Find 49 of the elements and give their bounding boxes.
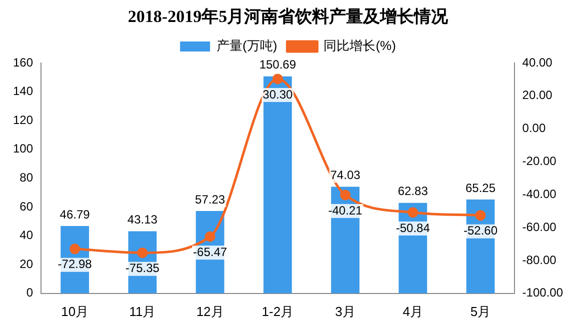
data-label: 62.83 — [398, 184, 428, 198]
y2-tick-label: -20.00 — [522, 154, 557, 168]
y-tick-label: 40 — [20, 228, 34, 242]
data-label: 30.30 — [262, 87, 293, 102]
y2-tick-label: 20.00 — [522, 88, 553, 102]
y2-tick-label: -40.00 — [522, 186, 557, 201]
point — [408, 207, 418, 218]
x-tick-label: 10月 — [61, 304, 89, 319]
bar — [263, 76, 292, 294]
point — [204, 231, 216, 242]
y2-tick-label: 0.00 — [522, 121, 546, 136]
y-tick-label: 100 — [12, 142, 34, 156]
x-tick-label: 12月 — [196, 304, 224, 319]
y-tick-label: 60 — [20, 199, 34, 214]
data-label: -75.35 — [125, 261, 160, 276]
x-tick-label: 1-2月 — [262, 304, 294, 319]
data-label: 74.03 — [330, 168, 361, 182]
x-tick-label: 4月 — [402, 304, 423, 319]
data-label: -40.21 — [328, 203, 363, 218]
point — [272, 74, 283, 84]
point — [70, 244, 80, 254]
data-label: 43.13 — [127, 212, 158, 227]
x-tick-label: 5月 — [470, 304, 491, 319]
y-tick-label: 140 — [12, 84, 34, 98]
data-label: 57.23 — [195, 192, 226, 206]
y2-tick-label: 40.00 — [522, 55, 553, 70]
point — [475, 210, 486, 221]
data-label: -50.84 — [396, 220, 430, 235]
y2-tick-label: -100.00 — [522, 286, 564, 300]
x-tick-label: 11月 — [129, 304, 156, 319]
x-tick-label: 3月 — [335, 304, 356, 319]
y2-tick-label: -80.00 — [522, 252, 557, 267]
y-tick-label: 160 — [12, 55, 34, 70]
data-label: -65.47 — [193, 244, 228, 259]
data-label: 46.79 — [60, 207, 90, 222]
point — [340, 190, 351, 200]
point — [137, 248, 148, 258]
data-label: 150.69 — [259, 58, 296, 72]
y-tick-label: 0 — [26, 286, 34, 300]
data-label: 65.25 — [465, 180, 496, 195]
y-tick-label: 80 — [20, 170, 34, 185]
y-tick-label: 120 — [12, 112, 34, 127]
legend-label: 产量(万吨) — [216, 38, 278, 54]
data-label: -72.98 — [58, 257, 92, 272]
chart-title: 2018-2019年5月河南省饮料产量及增长情况 — [126, 6, 450, 28]
y-tick-label: 20 — [20, 256, 34, 271]
legend-label: 同比增长(%) — [324, 38, 396, 54]
y2-tick-label: -60.00 — [522, 220, 557, 234]
data-label: -52.60 — [463, 224, 498, 238]
